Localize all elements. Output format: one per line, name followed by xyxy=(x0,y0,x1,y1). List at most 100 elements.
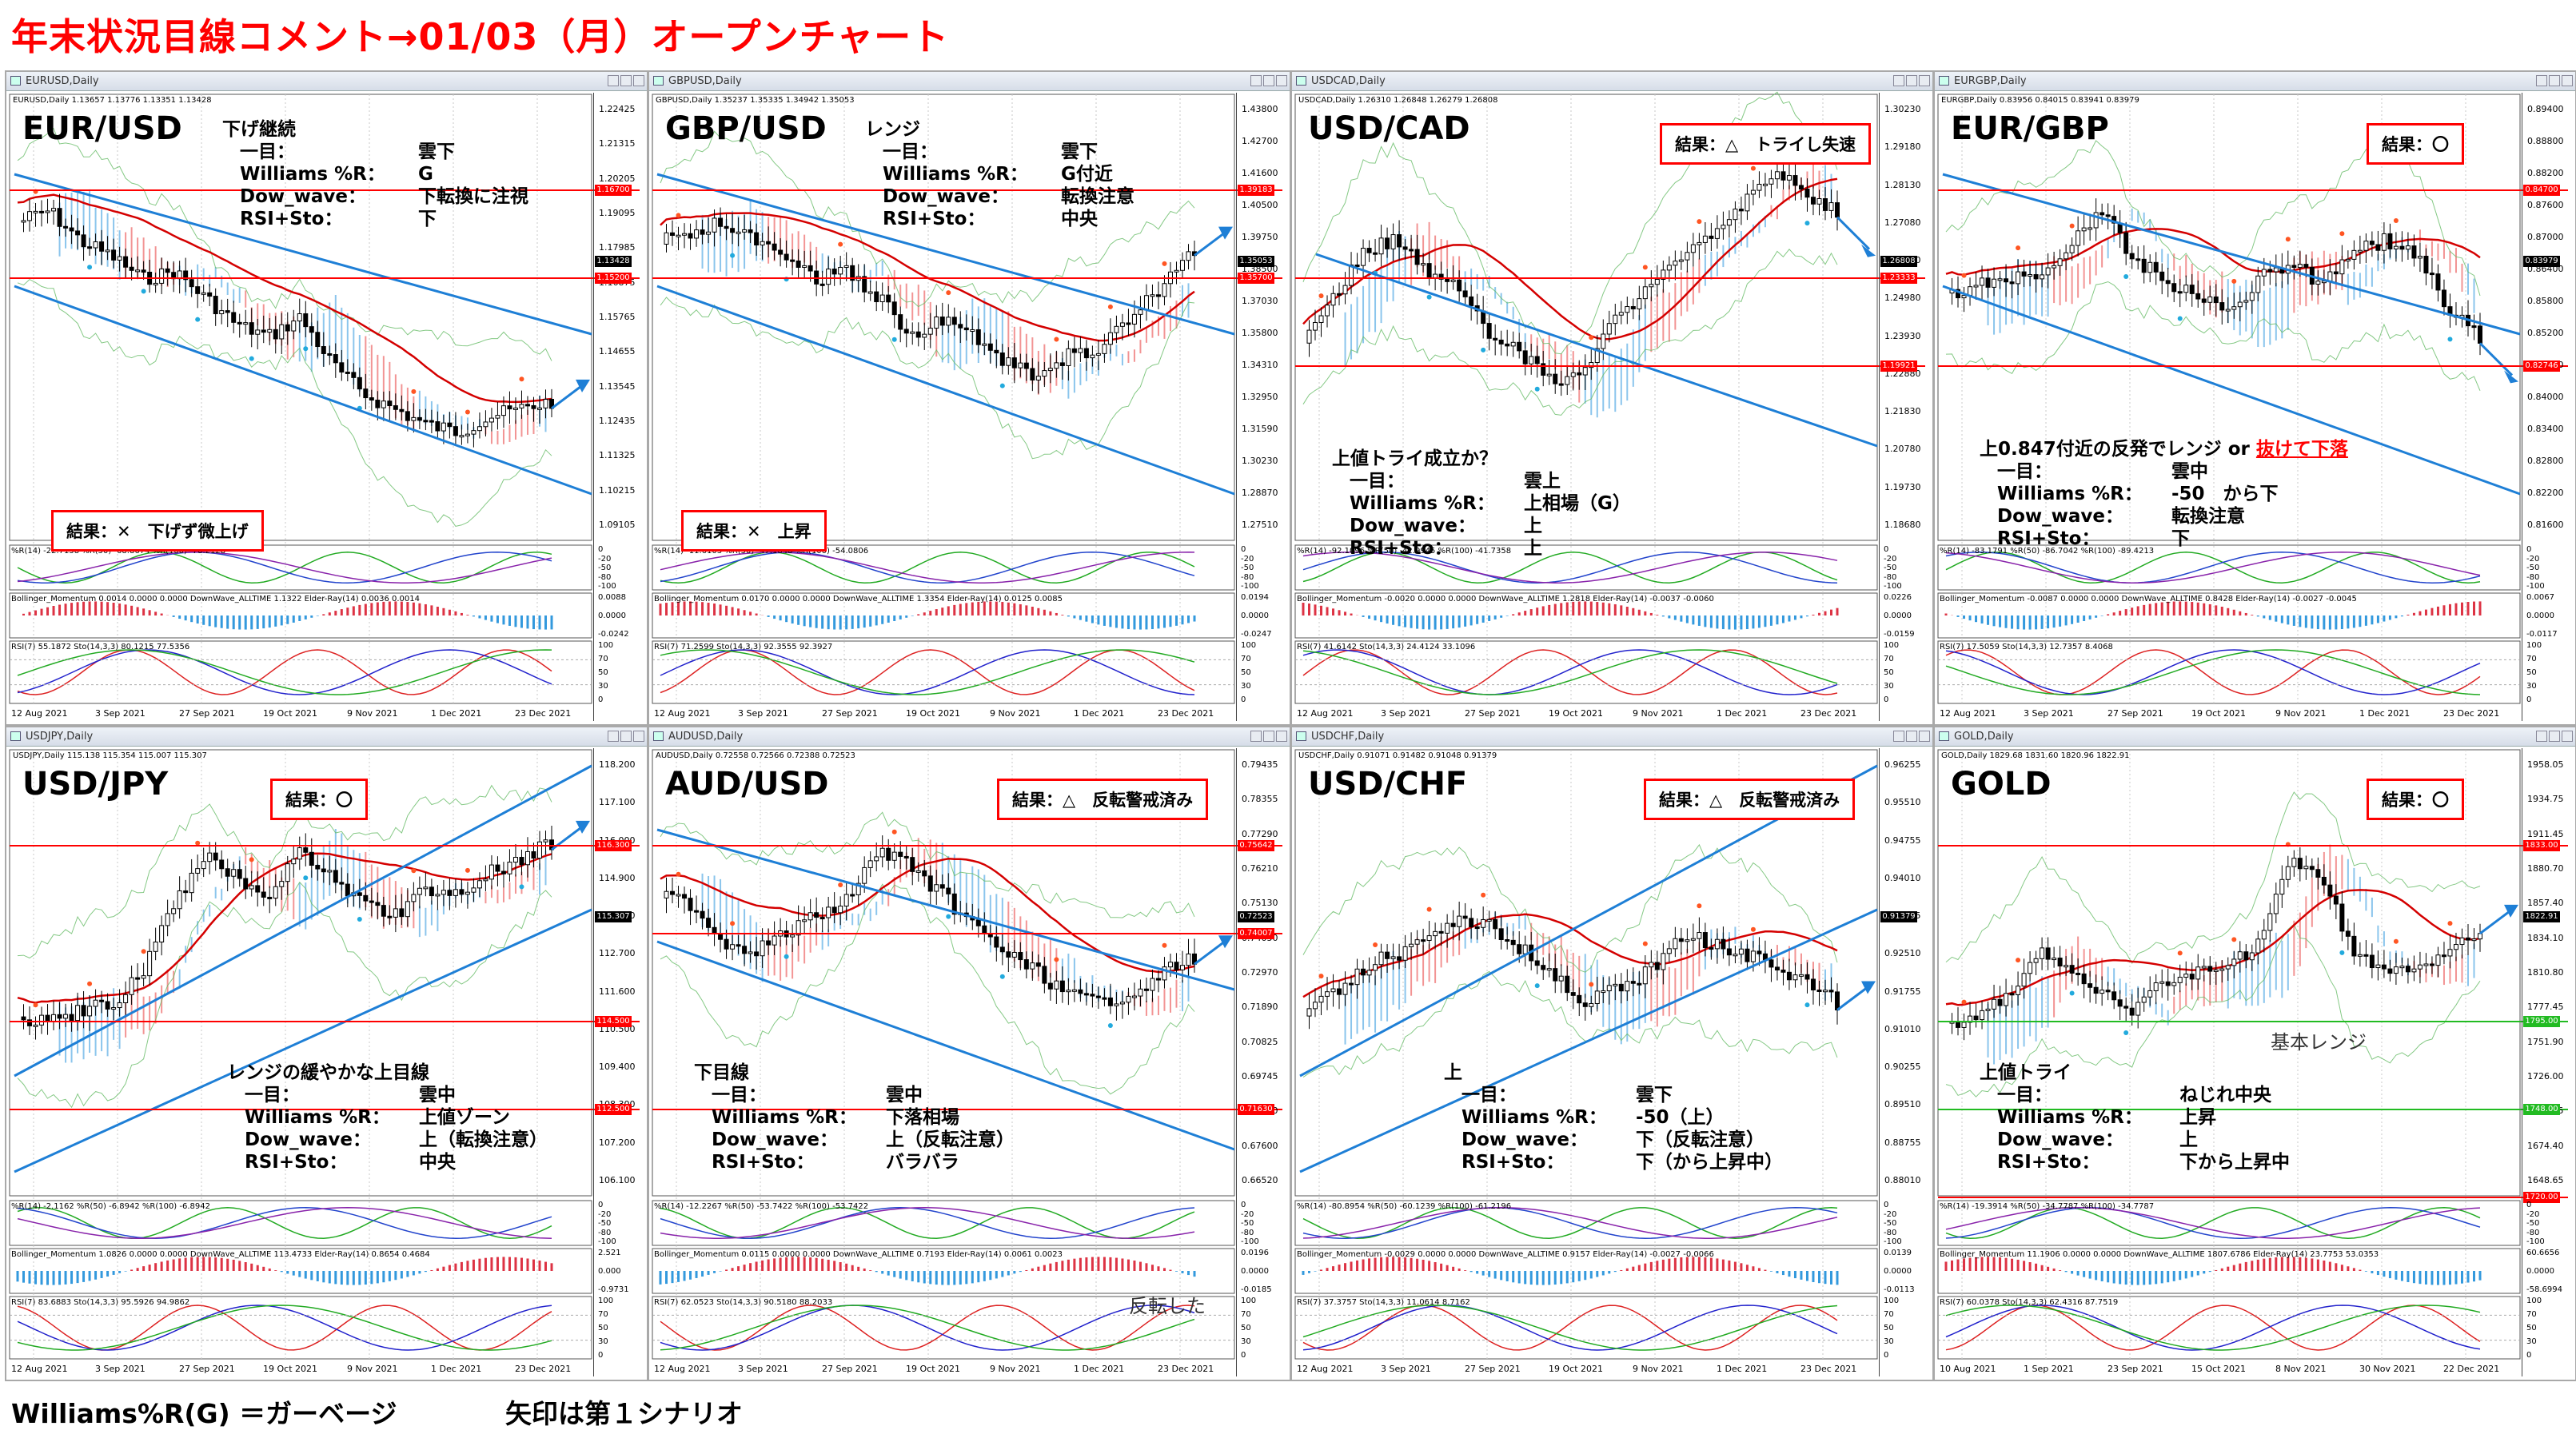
candle-body xyxy=(2069,245,2075,253)
close-icon[interactable] xyxy=(633,75,644,86)
candle-body xyxy=(81,1005,86,1017)
candle-body xyxy=(2147,990,2153,998)
window-titlebar[interactable]: EURGBP,Daily xyxy=(1935,72,2575,91)
comment-key: Dow_wave： xyxy=(240,186,367,207)
signal-dot xyxy=(838,882,843,887)
candle-body xyxy=(1361,248,1366,266)
close-icon[interactable] xyxy=(2562,731,2573,742)
candle-body xyxy=(477,426,482,432)
candle-body xyxy=(898,314,903,330)
candle-body xyxy=(1186,953,1191,966)
candle-body xyxy=(297,313,302,322)
symbol-label: USD/JPY xyxy=(22,766,169,803)
minimize-icon[interactable] xyxy=(1250,731,1262,742)
price-scale-tick: 1.30230 xyxy=(1884,104,1921,114)
chart-window-usdjpy[interactable]: USDJPY,Daily118.200117.100116.000114.900… xyxy=(5,726,648,1381)
candle-body xyxy=(1409,249,1414,252)
candle-body xyxy=(2285,866,2291,880)
candle-body xyxy=(1565,376,1570,385)
candle-body xyxy=(682,894,688,899)
signal-dot xyxy=(249,356,254,361)
candle-body xyxy=(195,868,201,874)
candle-body xyxy=(524,404,530,407)
maximize-icon[interactable] xyxy=(1263,75,1274,86)
window-titlebar[interactable]: USDCAD,Daily xyxy=(1292,72,1932,91)
close-icon[interactable] xyxy=(633,731,644,742)
price-scale-tick: 1.35800 xyxy=(1242,328,1278,338)
chart-window-eurgbp[interactable]: EURGBP,Daily 0.89400 0.88800 0.88200 0.87600… xyxy=(1933,70,2576,726)
chart-window-usdcad[interactable]: USDCAD,Daily 1.30230 1.29180 1.28130 1.27080… xyxy=(1290,70,1934,726)
oscillator-line xyxy=(17,649,552,695)
comment-row: RSI+Sto： 下 xyxy=(1980,528,2348,550)
window-title: GBPUSD,Daily xyxy=(668,75,742,87)
chart-canvas xyxy=(9,94,640,704)
candle-body xyxy=(33,1024,38,1027)
minimize-icon[interactable] xyxy=(2536,731,2547,742)
candle-body xyxy=(2052,958,2057,961)
candle-body xyxy=(1493,337,1498,341)
candle-body xyxy=(1143,295,1149,311)
chart-window-usdchf[interactable]: USDCHF,Daily 0.96255 0.95510 0.94755 0.94010… xyxy=(1290,726,1934,1381)
indicator-scale-tick: 50 xyxy=(1884,668,1894,677)
candle-body xyxy=(441,422,446,432)
candle-body xyxy=(2159,271,2165,281)
minimize-icon[interactable] xyxy=(608,75,619,86)
window-titlebar[interactable]: GOLD,Daily xyxy=(1935,727,2575,747)
candle-body xyxy=(99,241,105,252)
close-icon[interactable] xyxy=(1276,731,1287,742)
candle-body xyxy=(1030,368,1035,380)
bollinger-lower xyxy=(1945,281,2481,391)
minimize-icon[interactable] xyxy=(1893,731,1904,742)
close-icon[interactable] xyxy=(1919,731,1930,742)
indicator-scale-tick: 50 xyxy=(1241,668,1251,677)
trend-channel-upper xyxy=(1942,173,2521,336)
candle-body xyxy=(1349,982,1354,986)
candle-body xyxy=(2129,1007,2135,1016)
candle-body xyxy=(1774,171,1780,180)
candle-body xyxy=(1985,277,1991,288)
close-icon[interactable] xyxy=(2562,75,2573,86)
close-icon[interactable] xyxy=(1919,75,1930,86)
window-titlebar[interactable]: USDCHF,Daily xyxy=(1292,727,1932,747)
chart-window-gold[interactable]: GOLD,Daily 1958.05 1934.75 1911.45 1880.70 18… xyxy=(1933,726,2576,1381)
candle-body xyxy=(393,405,398,410)
candle-body xyxy=(1558,383,1564,386)
oscillator-line xyxy=(660,649,1195,695)
minimize-icon[interactable] xyxy=(2536,75,2547,86)
candle-body xyxy=(1553,373,1558,384)
window-titlebar[interactable]: USDJPY,Daily xyxy=(6,727,647,747)
close-icon[interactable] xyxy=(1276,75,1287,86)
chart-window-gbpusd[interactable]: GBPUSD,Daily 1.43800 1.42700 1.41600 1.40500… xyxy=(648,70,1291,726)
minimize-icon[interactable] xyxy=(608,731,619,742)
minimize-icon[interactable] xyxy=(1893,75,1904,86)
maximize-icon[interactable] xyxy=(620,731,632,742)
maximize-icon[interactable] xyxy=(1263,731,1274,742)
indicator-scale-tick: 70 xyxy=(2526,655,2537,663)
window-titlebar[interactable]: EURUSD,Daily xyxy=(6,72,647,91)
candle-body xyxy=(423,886,429,890)
chart-window-audusd[interactable]: AUDUSD,Daily 0.79435 0.78355 0.77290 0.76210… xyxy=(648,726,1291,1381)
maximize-icon[interactable] xyxy=(620,75,632,86)
price-scale-tick: 1.22425 xyxy=(599,104,636,114)
date-axis-label: 15 Oct 2021 xyxy=(2191,1364,2247,1374)
ohlc-info: USDJPY,Daily 115.138 115.354 115.007 115… xyxy=(13,751,207,760)
candle-body xyxy=(855,882,861,895)
maximize-icon[interactable] xyxy=(1906,731,1917,742)
oscillator-line xyxy=(1302,1305,1838,1351)
chart-window-eurusd[interactable]: EURUSD,Daily 1.22425 1.21315 1.20205 1.19095… xyxy=(5,70,648,726)
candle-body xyxy=(760,940,765,957)
window-titlebar[interactable]: GBPUSD,Daily xyxy=(649,72,1290,91)
maximize-icon[interactable] xyxy=(1906,75,1917,86)
maximize-icon[interactable] xyxy=(2549,75,2560,86)
candle-body xyxy=(1980,1010,1985,1021)
result-box: 結果：✕ 上昇 xyxy=(681,510,827,552)
signal-dot xyxy=(141,289,146,294)
candle-body xyxy=(843,265,849,269)
candle-body xyxy=(2333,271,2339,275)
minimize-icon[interactable] xyxy=(1250,75,1262,86)
comment-head-text: 上値トライ xyxy=(1980,1062,2072,1083)
price-tag: 1748.00 xyxy=(2523,1104,2560,1115)
candle-body xyxy=(874,856,879,862)
maximize-icon[interactable] xyxy=(2549,731,2560,742)
window-titlebar[interactable]: AUDUSD,Daily xyxy=(649,727,1290,747)
